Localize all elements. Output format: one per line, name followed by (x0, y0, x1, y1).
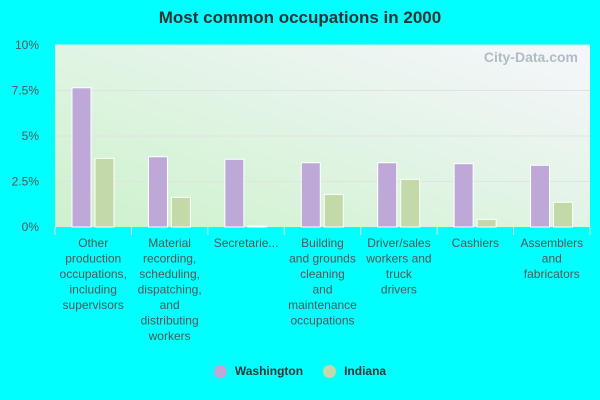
bar-washington (71, 87, 92, 228)
label-line: Driver/sales (367, 236, 430, 250)
x-category-label: Material recording, scheduling, dispatching… (138, 236, 202, 343)
bar-indiana (400, 178, 421, 228)
x-category-label: Secretarie... (214, 236, 279, 250)
bar-washington (453, 163, 474, 228)
label-line: Assemblers (520, 236, 583, 250)
legend-label: Indiana (344, 364, 387, 378)
bar-indiana (323, 193, 344, 228)
label-line: cleaning (300, 267, 345, 281)
label-line: workers (148, 329, 191, 343)
label-line: and grounds (289, 252, 356, 266)
y-tick-label: 10% (15, 38, 39, 52)
x-category-label: Driver/sales workers and truck drivers (365, 236, 431, 297)
label-line: Material (148, 236, 191, 250)
label-line: Building (301, 236, 344, 250)
x-category-label: Building and grounds cleaning and maintenanc… (288, 236, 357, 328)
label-line: production (65, 252, 121, 266)
bar-washington (224, 158, 245, 228)
y-tick-label: 5% (22, 129, 40, 143)
label-line: Cashiers (452, 236, 499, 250)
label-line: occupations, (60, 267, 127, 281)
bar-indiana (170, 196, 191, 228)
bar-washington (377, 162, 398, 228)
bar-indiana (247, 225, 268, 228)
y-tick-label: 7.5% (12, 84, 40, 98)
legend-item: Indiana (323, 364, 386, 378)
legend-label: Washington (234, 364, 304, 378)
label-line: occupations (290, 314, 354, 328)
legend-swatch (323, 364, 337, 378)
label-line: distributing (141, 314, 199, 328)
label-line: and (160, 298, 180, 312)
bar-indiana (476, 218, 497, 228)
bar-indiana (94, 157, 115, 228)
y-tick-label: 2.5% (12, 175, 40, 189)
label-line: and (542, 252, 562, 266)
label-line: drivers (381, 283, 417, 297)
bar-indiana (553, 201, 574, 228)
x-category-label: Cashiers (452, 236, 499, 250)
y-tick-label: 0% (22, 220, 40, 234)
label-line: recording, (143, 252, 196, 266)
chart-title: Most common occupations in 2000 (158, 8, 442, 27)
label-line: Other (78, 236, 108, 250)
label-line: and (312, 283, 332, 297)
label-line: fabricators (524, 267, 580, 281)
bar-washington (530, 164, 551, 228)
label-line: truck (386, 267, 413, 281)
x-category-label: Other production occupations, including supe… (60, 236, 127, 312)
legend: Washington Indiana (0, 364, 600, 381)
label-line: Secretarie... (214, 236, 279, 250)
bar-washington (147, 156, 168, 228)
label-line: including (70, 283, 117, 297)
label-line: scheduling, (139, 267, 200, 281)
label-line: workers and (365, 252, 431, 266)
watermark: City-Data.com (484, 49, 578, 65)
label-line: dispatching, (138, 283, 202, 297)
bar-washington (300, 162, 321, 228)
label-line: maintenance (288, 298, 357, 312)
x-category-label: Assemblers and fabricators (520, 236, 583, 281)
legend-item: Washington (213, 364, 304, 378)
legend-swatch (213, 364, 227, 378)
label-line: supervisors (63, 298, 124, 312)
